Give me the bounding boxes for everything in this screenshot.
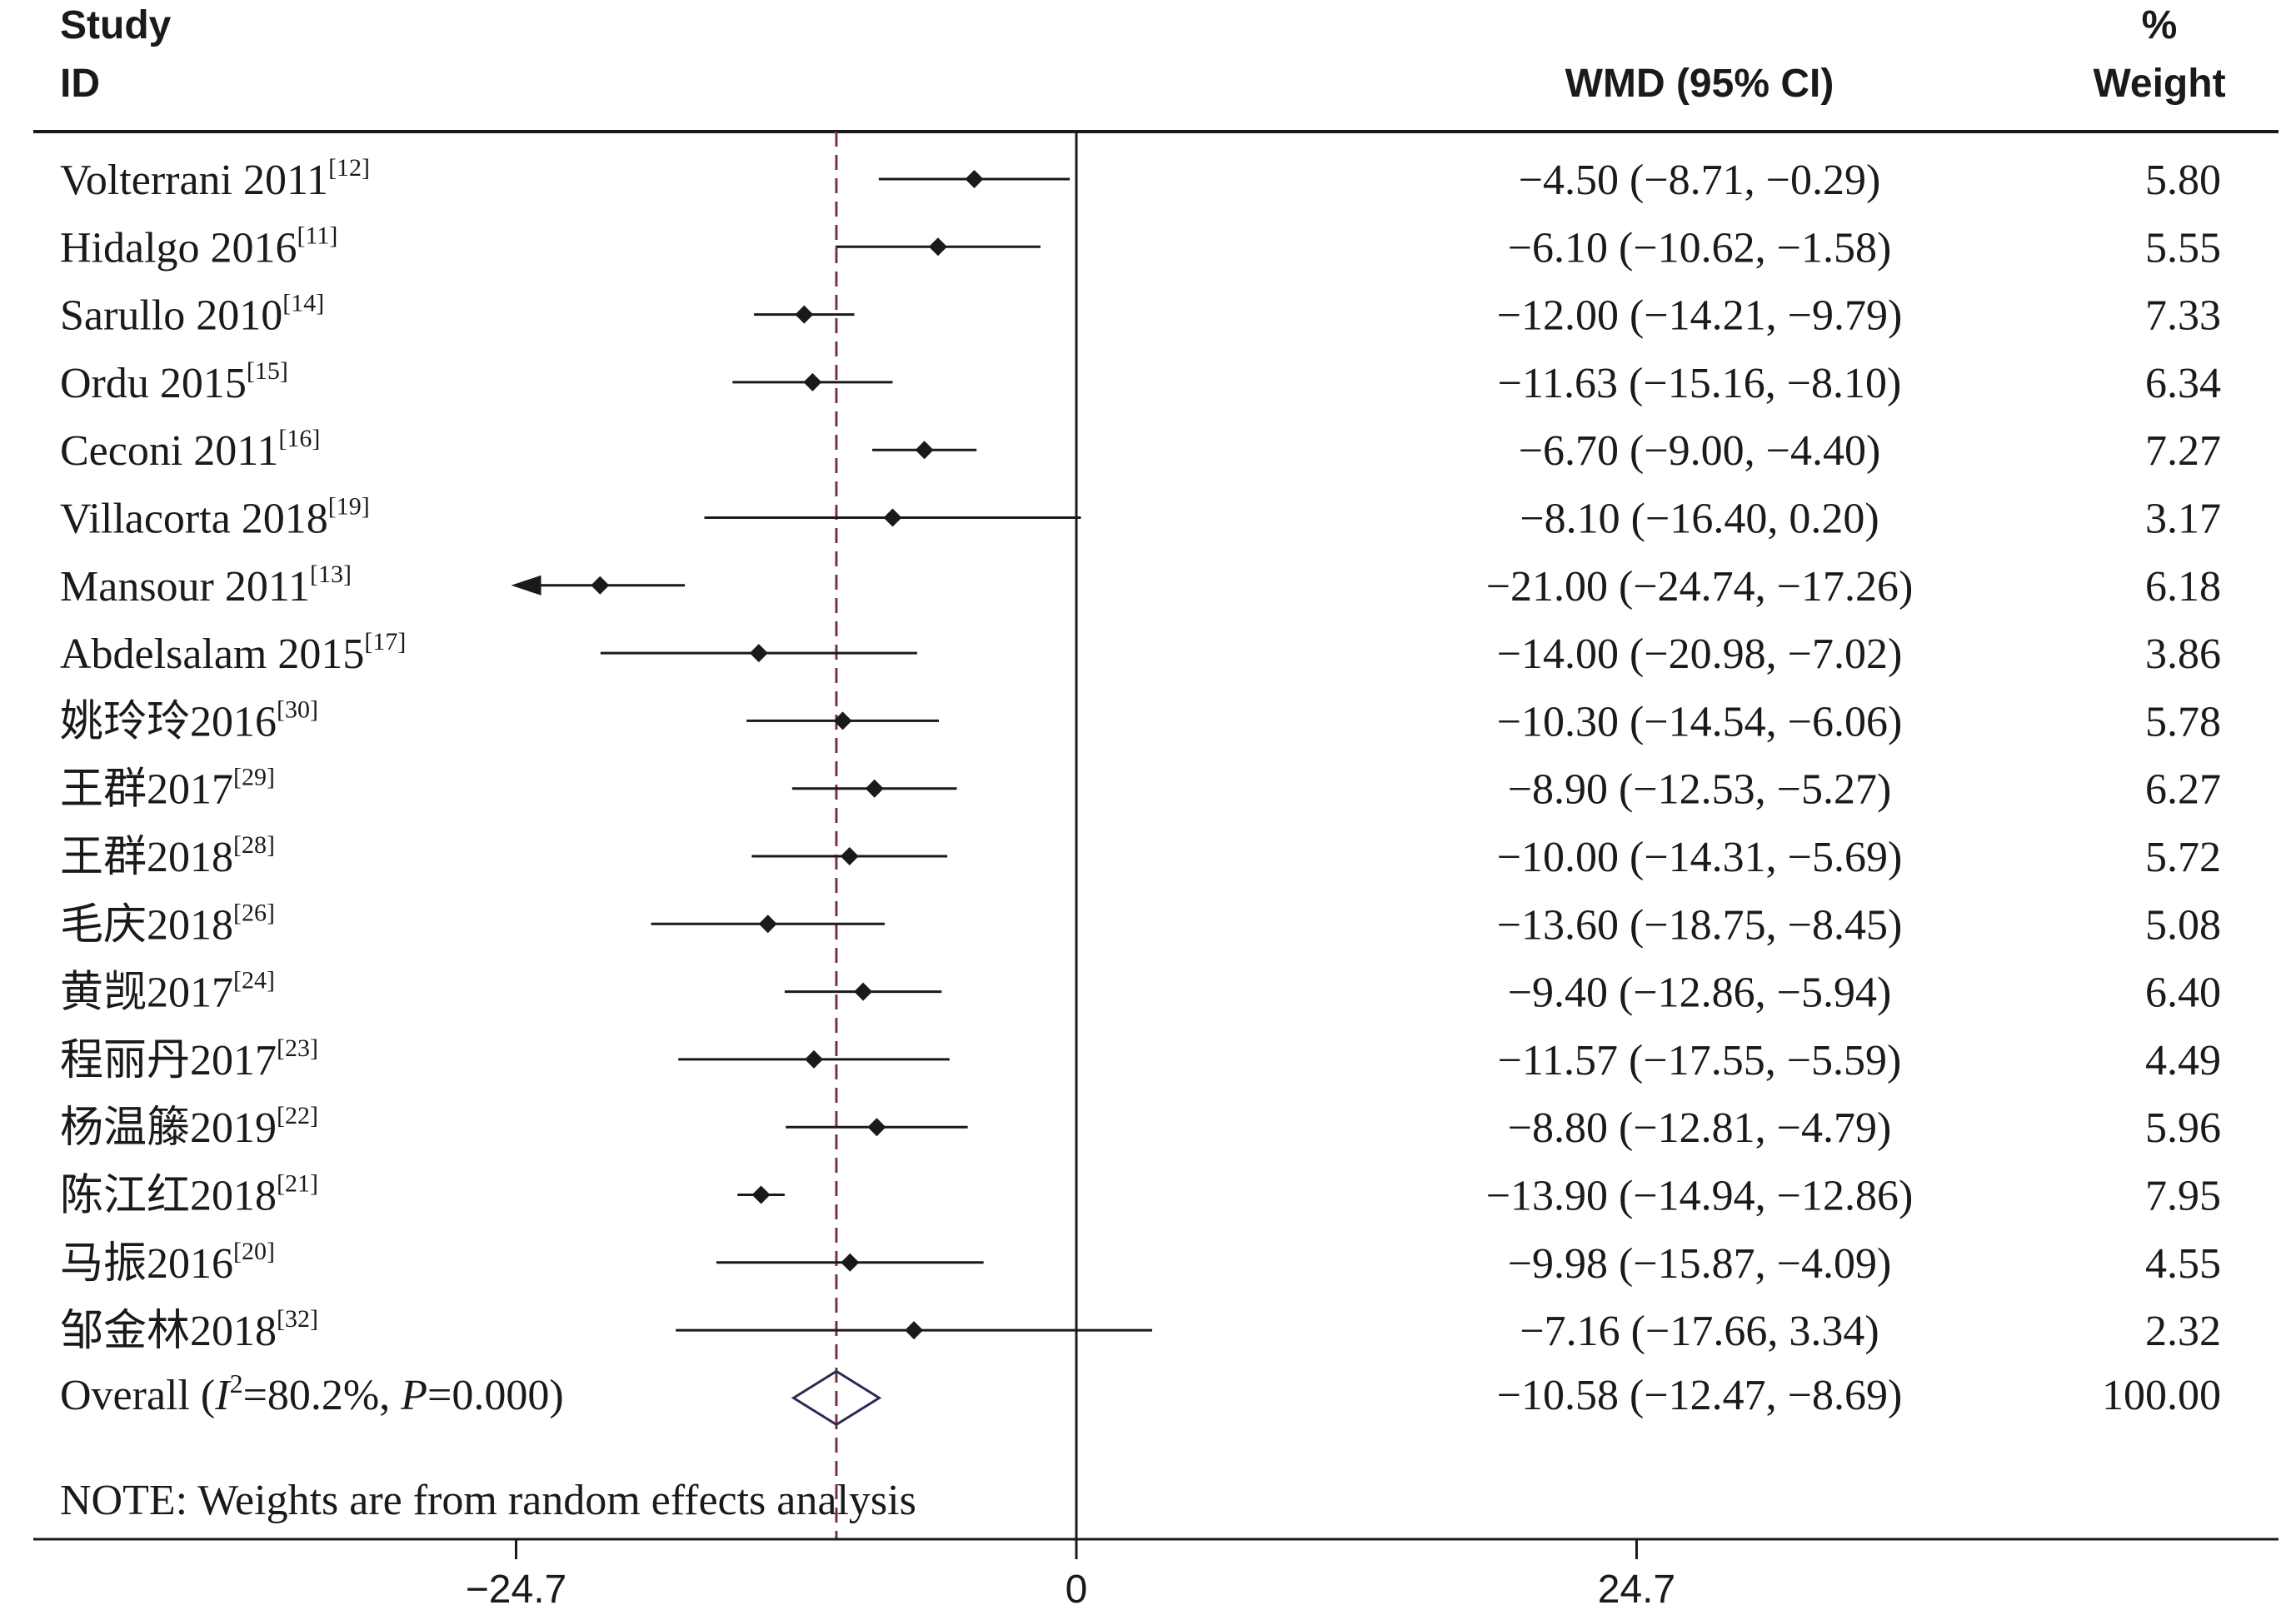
point-estimate [804,1049,823,1069]
overall-diamond [791,1369,882,1427]
point-estimate [758,915,777,934]
overall-ci-text: −10.58 (−12.47, −8.69) [1497,1372,1903,1419]
study-ci-text: −14.00 (−20.98, −7.02) [1497,631,1903,678]
point-estimate [905,1321,924,1340]
study-label: 杨温籐2019[22] [60,1102,318,1152]
header-id: ID [60,62,100,106]
study-label: 姚玲玲2016[30] [60,695,318,745]
point-estimate [928,237,947,257]
study-weight: 6.18 [2145,563,2221,611]
point-estimate [865,779,884,798]
point-estimate [591,576,610,595]
point-estimate [803,372,822,391]
ci-arrow [511,575,542,596]
study-ci-text: −10.00 (−14.31, −5.69) [1497,834,1903,881]
header-wmd: WMD (95% CI) [1565,62,1834,106]
point-estimate [883,508,902,527]
study-label: 邹金林2018[32] [60,1305,318,1355]
study-ci-text: −9.40 (−12.86, −5.94) [1508,969,1892,1017]
study-ci-text: −10.30 (−14.54, −6.06) [1497,698,1903,745]
study-label: 马振2016[20] [60,1238,275,1288]
study-ci-text: −8.10 (−16.40, 0.20) [1520,496,1879,543]
study-weight: 6.34 [2145,360,2221,407]
overall-label: Overall (I2=80.2%, P=0.000) [60,1368,564,1419]
study-ci-text: −11.57 (−17.55, −5.59) [1498,1037,1902,1084]
point-estimate [915,441,934,460]
study-ci-text: −21.00 (−24.74, −17.26) [1486,563,1914,611]
study-label: 王群2018[28] [60,831,275,881]
x-axis: −24.7 0 24.7 [33,1538,2279,1612]
point-estimate [854,982,873,1001]
study-weight: 3.17 [2145,496,2221,543]
header-study: Study [60,3,172,47]
header-weight: Weight [2093,62,2225,106]
study-ci-text: −8.80 (−12.81, −4.79) [1508,1104,1892,1152]
study-label: Villacorta 2018[19] [60,493,370,543]
plot-marks [511,132,1152,1539]
study-ci-text: −9.98 (−15.87, −4.09) [1508,1240,1892,1288]
point-estimate [795,305,814,324]
study-label: Abdelsalam 2015[17] [60,628,406,678]
study-ci-text: −4.50 (−8.71, −0.29) [1519,157,1881,204]
study-label: Ordu 2015[15] [60,357,288,407]
x-tick-label: −24.7 [466,1568,567,1612]
study-label: Sarullo 2010[14] [60,290,324,340]
study-label: Ceconi 2011[16] [60,425,320,475]
study-weight: 2.32 [2145,1308,2221,1355]
study-label: 黄觊2017[24] [60,967,275,1017]
study-ci-text: −7.16 (−17.66, 3.34) [1520,1308,1879,1355]
study-weight: 5.78 [2145,698,2221,745]
note-text: NOTE: Weights are from random effects an… [60,1477,916,1524]
study-label: Volterrani 2011[12] [60,154,370,204]
study-ci-text: −8.90 (−12.53, −5.27) [1508,766,1892,814]
study-label: Mansour 2011[13] [60,561,352,611]
study-weight: 5.55 [2145,224,2221,272]
point-estimate [867,1118,886,1137]
study-weight: 3.86 [2145,631,2221,678]
point-estimate [841,1253,860,1272]
study-label: 陈江红2018[21] [60,1170,318,1220]
study-ci-text: −13.60 (−18.75, −8.45) [1497,901,1903,949]
study-label: 王群2017[29] [60,764,275,814]
study-weight: 5.80 [2145,157,2221,204]
study-weight: 7.95 [2145,1173,2221,1220]
study-ci-text: −6.70 (−9.00, −4.40) [1519,427,1881,475]
point-estimate [833,711,852,730]
study-weight: 5.96 [2145,1104,2221,1152]
point-estimate [751,1185,771,1204]
study-ci-text: −6.10 (−10.62, −1.58) [1508,224,1892,272]
study-label: 程丽丹2017[23] [60,1034,318,1084]
study-weight: 5.72 [2145,834,2221,881]
x-tick-label: 24.7 [1598,1568,1675,1612]
study-label: Hidalgo 2016[11] [60,222,337,272]
study-label: 毛庆2018[26] [60,899,275,949]
study-weight: 4.49 [2145,1037,2221,1084]
study-rows: Volterrani 2011[12] −4.50 (−8.71, −0.29) 5… [60,154,2221,1355]
study-weight: 7.33 [2145,292,2221,340]
point-estimate [749,644,768,663]
study-weight: 4.55 [2145,1240,2221,1288]
point-estimate [965,170,984,188]
study-weight: 7.27 [2145,427,2221,475]
study-weight: 6.40 [2145,969,2221,1017]
point-estimate [840,847,859,865]
study-weight: 5.08 [2145,901,2221,949]
header-weight-pct: % [2142,3,2178,47]
study-ci-text: −13.90 (−14.94, −12.86) [1486,1173,1914,1220]
study-weight: 6.27 [2145,766,2221,814]
overall-weight: 100.00 [2102,1372,2221,1419]
study-ci-text: −11.63 (−15.16, −8.10) [1498,360,1902,407]
study-ci-text: −12.00 (−14.21, −9.79) [1497,292,1903,340]
x-tick-label: 0 [1066,1568,1088,1612]
